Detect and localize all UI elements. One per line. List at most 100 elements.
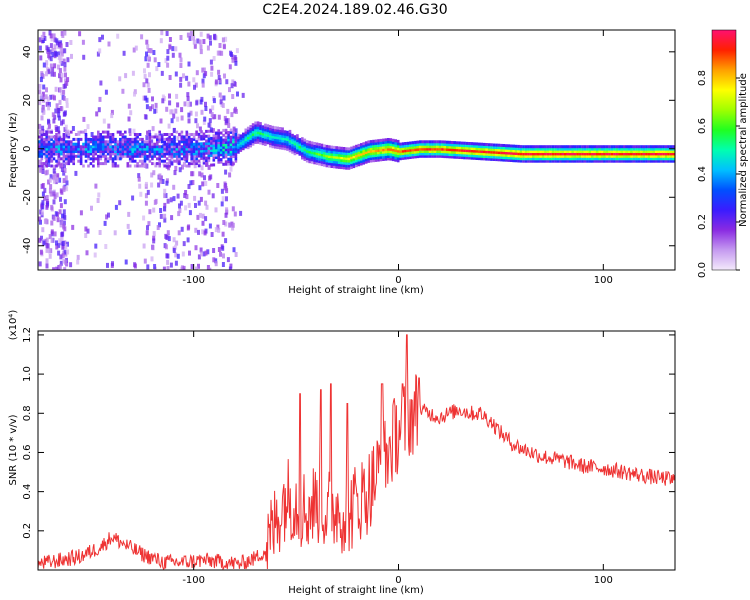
spectrogram-cell	[225, 196, 228, 202]
spectrogram-cell	[38, 150, 41, 153]
spectrogram-cell	[70, 159, 73, 163]
spectrogram-cell	[173, 142, 176, 146]
spectrogram-cell	[166, 259, 170, 265]
spectrogram-cell	[342, 147, 346, 150]
spectrogram-cell	[207, 156, 211, 160]
spectrogram-cell	[175, 150, 179, 153]
spectrogram-cell	[40, 210, 44, 216]
spectrogram-cell	[67, 142, 71, 146]
spectrogram-cell	[63, 267, 67, 270]
spectrogram-cell	[369, 159, 373, 163]
spectrogram-cell	[185, 150, 189, 153]
spectrogram-cell	[534, 145, 538, 149]
spectrogram-cell	[55, 142, 58, 146]
spectrogram-cell	[180, 150, 184, 153]
spectrogram-cell	[303, 148, 307, 152]
spectrogram-cell	[443, 147, 447, 151]
spectrogram-cell	[225, 79, 229, 85]
spectrogram-cell	[187, 152, 191, 156]
spectrogram-cell	[165, 162, 169, 166]
spectrogram-cell	[274, 143, 277, 147]
spectrogram-cell	[409, 148, 412, 152]
spectrogram-cell	[249, 144, 252, 148]
spectrogram-cell	[196, 38, 200, 44]
spectrogram-cell	[214, 258, 218, 264]
spectrogram-cell	[495, 148, 498, 152]
spectrogram-cell	[234, 128, 238, 134]
spectrogram-cell	[203, 175, 206, 181]
spectrogram-cell	[396, 144, 400, 148]
spectrogram-cell	[436, 152, 439, 156]
spectrogram-cell	[166, 230, 170, 236]
spectrogram-cell	[126, 140, 130, 144]
spectrogram-cell	[431, 140, 434, 144]
spectrogram-cell	[229, 130, 233, 134]
spectrogram-cell	[613, 157, 616, 161]
spectrogram-cell	[564, 147, 567, 151]
spectrogram-cell	[249, 137, 252, 141]
spectrogram-cell	[618, 150, 621, 153]
spectrogram-cell	[41, 191, 45, 197]
spectrogram-cell	[291, 133, 294, 137]
spectrogram-cell	[652, 152, 656, 156]
spectrogram-cell	[53, 48, 57, 54]
spectrogram-cell	[143, 157, 147, 161]
spectrogram-cell	[114, 154, 117, 158]
spectrogram-cell	[72, 162, 75, 166]
spectrogram-cell	[647, 152, 651, 156]
spectrogram-cell	[138, 159, 142, 163]
spectrogram-cell	[264, 123, 267, 127]
spectrogram-cell	[190, 171, 194, 177]
spectrogram-cell	[650, 150, 653, 153]
spectrogram-cell	[482, 150, 486, 154]
spectrogram-cell	[340, 158, 343, 162]
spectrogram-cell	[463, 146, 466, 150]
spectrogram-cell	[172, 113, 176, 119]
spectrogram-cell	[190, 142, 193, 146]
spectrogram-cell	[591, 145, 594, 149]
spectrogram-cell	[153, 147, 157, 151]
spectrogram-cell	[61, 48, 65, 54]
spectrogram-cell	[59, 222, 63, 228]
spectrogram-cell	[239, 134, 243, 138]
spectrogram-cell	[433, 145, 437, 149]
spectrogram-cell	[337, 148, 341, 152]
spectrogram-cell	[99, 137, 102, 141]
spectrogram-cell	[202, 144, 206, 148]
spectrogram-cell	[640, 145, 643, 149]
spectrogram-cell	[662, 152, 665, 156]
spectrogram-cell	[192, 147, 196, 151]
spectrogram-cell	[667, 145, 670, 149]
spectrogram-cell	[109, 150, 112, 153]
spectrogram-cell	[360, 160, 363, 163]
spectrogram-cell	[291, 150, 294, 154]
spectrogram-cell	[198, 171, 202, 177]
spectrogram-cell	[67, 133, 71, 136]
spectrogram-cell	[145, 135, 149, 140]
spectrogram-cell	[578, 154, 582, 158]
spectrogram-cell	[662, 154, 665, 158]
spectrogram-cell	[362, 154, 365, 158]
spectrogram-cell	[416, 140, 420, 144]
spectrogram-cell	[305, 142, 309, 146]
spectrogram-cell	[583, 150, 587, 153]
spectrogram-cell	[161, 98, 165, 104]
spectrogram-cell	[170, 137, 174, 141]
spectrogram-cell	[66, 241, 69, 247]
spectrogram-cell	[170, 118, 174, 124]
spectrogram-cell	[367, 142, 370, 146]
spectrogram-cell	[259, 124, 262, 128]
spectrogram-cell	[192, 133, 196, 136]
spectrogram-cell	[460, 148, 464, 152]
spectrogram-cell	[53, 174, 57, 180]
spectrogram-cell	[352, 150, 356, 154]
spectrogram-cell	[337, 165, 341, 169]
spectrogram-cell	[423, 147, 427, 151]
spectrogram-cell	[106, 140, 110, 144]
y-tick-label: -40	[22, 238, 33, 254]
spectrogram-cell	[305, 159, 309, 163]
spectrogram-cell	[55, 145, 58, 149]
spectrogram-cell	[573, 154, 577, 158]
spectrogram-cell	[259, 129, 262, 133]
spectrogram-cell	[404, 151, 407, 155]
